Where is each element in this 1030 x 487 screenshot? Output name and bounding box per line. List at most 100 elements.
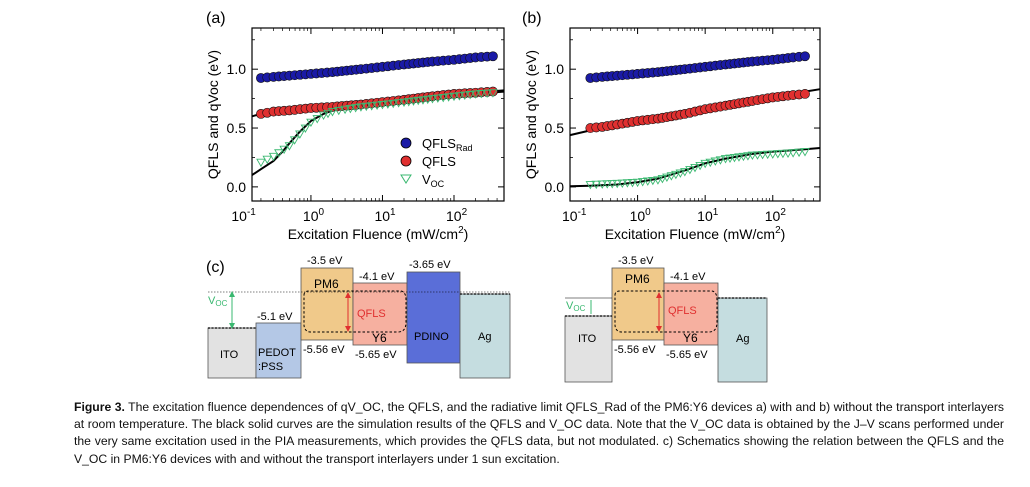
layer-ag [717, 297, 768, 383]
data-point-voc [413, 96, 424, 106]
data-point-voc [345, 104, 356, 114]
data-point-qfls_rad [488, 51, 498, 62]
data-point-voc [454, 92, 465, 101]
figure-3: (a) (b) (c) 0.00.51.010-1 100 101 102Excita… [205, 10, 821, 383]
y-tick-label: 0.0 [545, 179, 565, 195]
data-point-voc [488, 89, 498, 98]
data-point-voc [685, 166, 695, 175]
data-point-voc [715, 156, 726, 165]
data-point-voc [289, 136, 300, 145]
data-point-voc [377, 101, 388, 110]
data-point-voc [591, 180, 602, 190]
y-tick-label: 1.0 [227, 61, 247, 77]
caption-lead: Figure 3. [74, 400, 125, 414]
pedot-energy-label: -5.1 eV [257, 311, 293, 323]
layer-pss-label: :PSS [258, 361, 283, 373]
x-tick-label: 100 [303, 207, 325, 224]
data-point-voc [725, 154, 735, 163]
band-diagram-with-interlayers: ITO PEDOT :PSS -5.1 eV PM6 -3.5 eV -5.56… [207, 255, 511, 379]
qfls-label: QFLS [357, 308, 386, 320]
x-tick-label: 101 [374, 207, 396, 224]
layer-y6-label: Y6 [683, 331, 698, 345]
data-point-voc [738, 152, 749, 162]
x-axis-label: Excitation Fluence (mW/cm2) [605, 225, 786, 242]
quasi-fermi-levels [303, 290, 407, 333]
pm6-lumo-label: -3.5 eV [307, 255, 343, 267]
data-point-voc [312, 115, 323, 124]
data-point-voc [632, 178, 643, 188]
data-point-voc [323, 109, 333, 119]
y6-homo-label: -5.65 eV [355, 349, 397, 361]
legend-label-qfls: QFLS [422, 154, 456, 169]
data-point-voc [279, 145, 289, 155]
x-axis-label: Excitation Fluence (mW/cm2) [288, 225, 469, 242]
data-point-voc [403, 98, 414, 107]
data-point-qfls [800, 89, 810, 99]
y-tick-label: 0.5 [227, 120, 247, 136]
data-point-voc [602, 180, 613, 189]
y-tick-label: 0.5 [545, 120, 565, 136]
data-point-voc [366, 102, 377, 111]
voc-label: VOC [566, 300, 586, 313]
data-point-voc [657, 174, 668, 184]
pm6-homo-label: -5.56 eV [614, 344, 656, 356]
layer-ito-label: ITO [220, 349, 239, 361]
legend-marker-voc [400, 174, 412, 184]
data-point-voc [295, 130, 305, 139]
data-point-voc [747, 151, 758, 161]
data-point-voc [388, 99, 399, 109]
plot-frame [251, 27, 505, 202]
data-point-voc [284, 142, 295, 151]
layer-pm6 [300, 267, 354, 341]
data-point-voc [767, 150, 778, 159]
data-point-voc [773, 150, 783, 159]
data-point-voc [300, 124, 311, 133]
data-point-voc [695, 161, 705, 171]
data-point-voc [482, 89, 492, 99]
y6-lumo-label: -4.1 eV [359, 271, 395, 283]
layer-ito [564, 315, 613, 383]
data-point-voc [800, 148, 810, 157]
y-tick-label: 0.0 [227, 179, 247, 195]
y-tick-label: 1.0 [545, 61, 565, 77]
data-point-voc [443, 93, 454, 102]
data-point-voc [642, 177, 653, 186]
data-point-voc [675, 169, 686, 178]
chart-legend: QFLSRad QFLS VOC [400, 136, 472, 189]
data-point-voc [622, 179, 633, 188]
data-point-voc [671, 170, 681, 180]
data-point-voc [607, 180, 618, 189]
data-point-voc [778, 149, 788, 159]
layer-pdino-label: PDINO [414, 331, 449, 343]
panel-label-b: (b) [522, 10, 542, 27]
data-point-voc [710, 157, 721, 166]
data-point-voc [262, 155, 273, 165]
data-point-qfls_rad [800, 51, 810, 62]
layer-pm6-label: PM6 [625, 272, 650, 286]
data-point-voc [476, 90, 487, 99]
data-point-voc [438, 93, 449, 103]
x-tick-label: 10-1 [562, 207, 587, 224]
data-point-voc [666, 172, 677, 181]
data-point-voc [393, 99, 404, 108]
layer-y6-label: Y6 [372, 331, 387, 345]
data-point-voc [597, 180, 608, 189]
data-point-voc [752, 151, 763, 160]
data-point-voc [356, 103, 366, 112]
data-point-voc [449, 92, 459, 102]
data-point-voc [627, 179, 638, 188]
data-point-voc [427, 95, 438, 104]
data-point-voc [318, 111, 329, 120]
y6-lumo-label: -4.1 eV [670, 271, 706, 283]
panel-label-c: (c) [206, 259, 225, 276]
layer-y6 [663, 282, 719, 346]
data-point-voc [743, 152, 753, 161]
legend-marker-qfls-rad [400, 137, 412, 149]
layer-y6 [352, 282, 408, 346]
data-point-voc [585, 181, 596, 190]
data-point-voc [637, 178, 648, 187]
layer-ag [459, 293, 511, 379]
legend-label-qfls-rad: QFLSRad [422, 136, 472, 153]
pm6-homo-label: -5.56 eV [303, 344, 345, 356]
